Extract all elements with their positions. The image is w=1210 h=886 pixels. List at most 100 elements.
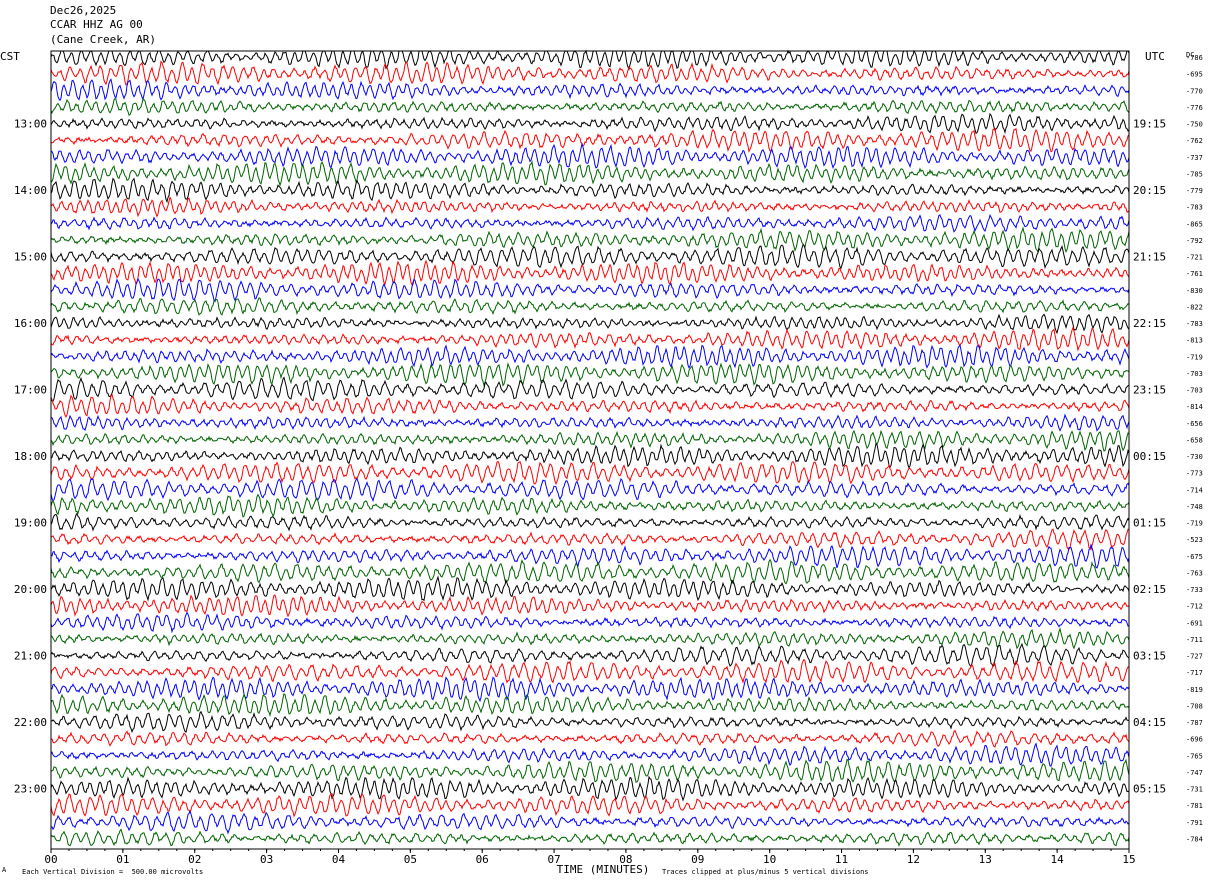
trace-line (50, 710, 1130, 734)
x-tick-label: 10 (763, 853, 776, 866)
trace-line (50, 758, 1130, 784)
x-tick-label: 09 (691, 853, 704, 866)
x-tick-label: 14 (1051, 853, 1065, 866)
left-hour-label: 15:00 (14, 251, 47, 264)
trace-line (50, 344, 1130, 369)
dc-offset-label: -813 (1186, 337, 1203, 345)
dc-offset-label: -779 (1186, 187, 1203, 195)
dc-offset-label: -712 (1186, 603, 1203, 611)
trace-line (50, 429, 1130, 452)
trace-line (50, 112, 1130, 135)
trace-line (50, 127, 1130, 153)
trace-line (50, 594, 1130, 618)
x-tick-label: 11 (835, 853, 848, 866)
dc-offset-label: -819 (1186, 686, 1203, 694)
x-tick-label: 08 (619, 853, 632, 866)
x-axis: 00 01 02 03 04 05 06 07 08 09 10 11 12 13 14 15 (44, 849, 1136, 866)
trace-line (50, 297, 1130, 316)
dc-offset-label: -785 (1186, 170, 1203, 178)
dc-offset-label: -748 (1186, 503, 1203, 511)
dc-offset-label: -703 (1186, 387, 1203, 395)
trace-line (50, 78, 1130, 102)
dc-offset-label: -523 (1186, 536, 1203, 544)
dc-offset-label: -762 (1186, 137, 1203, 145)
trace-line (50, 141, 1130, 170)
header-station: CCAR HHZ AG 00 (50, 18, 143, 31)
trace-line (50, 611, 1130, 634)
right-hour-label: 05:15 (1133, 783, 1166, 796)
trace-line (50, 376, 1130, 402)
dc-offset-label: -781 (1186, 802, 1203, 810)
trace-line (50, 575, 1130, 602)
dc-offset-label: -656 (1186, 420, 1203, 428)
dc-offset-label: -675 (1186, 553, 1203, 561)
trace-line (50, 543, 1130, 569)
trace-line (50, 177, 1130, 204)
trace-line (50, 313, 1130, 335)
left-hour-label: 18:00 (14, 450, 47, 463)
right-hour-label: 04:15 (1133, 716, 1166, 729)
trace-line (50, 326, 1130, 352)
trace-line (50, 742, 1130, 767)
right-hour-label: 19:15 (1133, 118, 1166, 131)
trace-line (50, 828, 1130, 847)
dc-offset-label: -714 (1186, 486, 1203, 494)
trace-line (50, 775, 1130, 802)
left-hour-label: 20:00 (14, 583, 47, 596)
trace-line (50, 810, 1130, 835)
dc-offset-label: -658 (1186, 436, 1203, 444)
dc-offset-label: -711 (1186, 636, 1203, 644)
x-tick-label: 12 (907, 853, 920, 866)
dc-offset-label: -776 (1186, 104, 1203, 112)
dc-offset-label: -787 (1186, 719, 1203, 727)
dc-offset-label: -721 (1186, 254, 1203, 262)
left-hour-label: 23:00 (14, 783, 47, 796)
trace-line (50, 460, 1130, 486)
dc-offset-label: -865 (1186, 220, 1203, 228)
dc-offset-label: -691 (1186, 619, 1203, 627)
x-tick-label: 02 (188, 853, 201, 866)
trace-line (50, 627, 1130, 650)
left-hour-label: 13:00 (14, 118, 47, 131)
trace-line (50, 558, 1130, 585)
trace-line (50, 60, 1130, 86)
dc-offset-label: -708 (1186, 702, 1203, 710)
dc-offset-label: -770 (1186, 87, 1203, 95)
dc-offset-label: -814 (1186, 403, 1203, 411)
dc-offset-label: -737 (1186, 154, 1203, 162)
trace-layer (50, 49, 1130, 847)
left-hour-label: 17:00 (14, 384, 47, 397)
trace-line (50, 159, 1130, 188)
left-hour-label: 16:00 (14, 317, 47, 330)
trace-line (50, 244, 1130, 270)
header-location: (Cane Creek, AR) (50, 33, 156, 46)
dc-offset-label: -783 (1186, 204, 1203, 212)
dc-offset-label: -731 (1186, 786, 1203, 794)
left-hour-labels: 13:00 14:00 15:00 16:00 17:00 18:00 19:00 20:00… (14, 118, 47, 796)
dc-offset-label: -703 (1186, 370, 1203, 378)
trace-line (50, 277, 1130, 303)
trace-line (50, 658, 1130, 684)
trace-line (50, 196, 1130, 218)
dc-offset-label: -730 (1186, 453, 1203, 461)
right-hour-label: 01:15 (1133, 517, 1166, 530)
dc-offset-label: -695 (1186, 71, 1203, 79)
dc-offset-label: -727 (1186, 653, 1203, 661)
dc-offset-label: -719 (1186, 353, 1203, 361)
dc-offset-label: -822 (1186, 303, 1203, 311)
right-hour-label: 02:15 (1133, 583, 1166, 596)
dc-offset-label: -830 (1186, 287, 1203, 295)
dc-offset-label: -784 (1186, 835, 1203, 843)
dc-offset-label: -696 (1186, 736, 1203, 744)
dc-offset-label: -750 (1186, 121, 1203, 129)
trace-line (50, 413, 1130, 432)
header-date: Dec26,2025 (50, 4, 117, 17)
dc-offset-label: -761 (1186, 270, 1203, 278)
x-tick-label: 15 (1122, 853, 1135, 866)
trace-line (50, 97, 1130, 116)
dc-offset-label: -747 (1186, 769, 1203, 777)
trace-line (50, 642, 1130, 668)
dc-offset-label: -717 (1186, 669, 1203, 677)
scale-note: Each Vertical Division = 500.00 microvol… (22, 868, 204, 876)
